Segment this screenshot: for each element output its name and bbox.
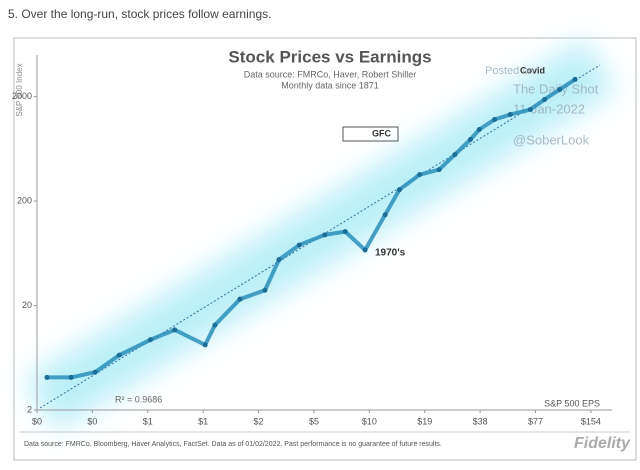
- x-tick-label: $154: [581, 416, 601, 426]
- chart-title: Stock Prices vs Earnings: [228, 47, 431, 66]
- x-tick-label: $19: [417, 416, 432, 426]
- data-point: [527, 107, 533, 113]
- data-point: [362, 247, 368, 253]
- x-tick-label: $38: [473, 416, 488, 426]
- x-tick-label: $5: [309, 416, 319, 426]
- data-point: [322, 232, 328, 238]
- annotation: GFC: [372, 128, 391, 138]
- data-point: [296, 242, 302, 248]
- data-point: [396, 187, 402, 193]
- data-point: [147, 337, 153, 343]
- x-tick-label: $77: [528, 416, 543, 426]
- data-point: [382, 212, 388, 218]
- x-tick-label: $1: [198, 416, 208, 426]
- annotation: 1970's: [375, 248, 406, 259]
- x-tick-label: $0: [32, 416, 42, 426]
- data-point: [92, 369, 98, 375]
- x-tick-label: $0: [87, 416, 97, 426]
- subtitle: Data source: FMRCo, Haver, Robert Shille…: [244, 69, 417, 79]
- annotation: Covid: [520, 65, 545, 75]
- watermark: Posted on: [485, 65, 535, 77]
- y-tick-label: 2: [27, 404, 32, 414]
- data-point: [557, 86, 563, 92]
- y-label: S&P 500 Index: [15, 63, 24, 116]
- data-point: [542, 96, 548, 102]
- r-squared: R² = 0.9686: [115, 394, 162, 404]
- data-point: [572, 76, 578, 82]
- heading: 5. Over the long-run, stock prices follo…: [8, 7, 271, 21]
- data-point: [172, 327, 178, 333]
- y-tick-label: 2000: [12, 91, 32, 101]
- data-point: [452, 152, 458, 158]
- data-point: [262, 287, 268, 293]
- data-point: [476, 127, 482, 133]
- y-tick-label: 20: [22, 300, 32, 310]
- x-tick-label: $1: [143, 416, 153, 426]
- y-tick-label: 200: [17, 195, 32, 205]
- data-point: [467, 137, 473, 143]
- data-point: [276, 257, 282, 263]
- data-point: [212, 322, 218, 328]
- data-point: [68, 374, 74, 380]
- data-point: [492, 117, 498, 123]
- data-point: [507, 112, 513, 118]
- data-point: [237, 296, 243, 302]
- gfc-box: [342, 126, 399, 142]
- footer: Data source: FMRCo, Bloomberg, Haver Ana…: [24, 441, 442, 448]
- x-tick-label: $10: [362, 416, 377, 426]
- x-tick-label: $2: [254, 416, 264, 426]
- data-point: [417, 172, 423, 178]
- watermark: @SoberLook: [513, 132, 590, 147]
- watermark: The Daily Shot: [513, 81, 599, 96]
- data-point: [44, 374, 50, 380]
- data-point: [202, 342, 208, 348]
- x-label: S&P 500 EPS: [544, 398, 600, 408]
- plot: 2 20 200 2000 $0 $0 $1 $1 $2 $5 $10 $19 $38 $77 $154: [12, 76, 601, 426]
- data-line: [47, 77, 577, 380]
- watermark: 11-Jan-2022: [513, 101, 585, 116]
- data-point: [436, 167, 442, 173]
- subtitle: Monthly data since 1871: [281, 80, 379, 90]
- data-point: [342, 229, 348, 235]
- logo: Fidelity: [574, 435, 631, 452]
- data-point: [116, 352, 122, 358]
